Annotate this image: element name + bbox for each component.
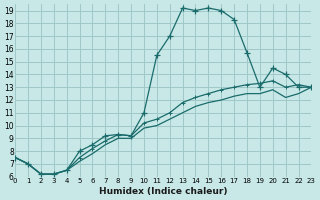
X-axis label: Humidex (Indice chaleur): Humidex (Indice chaleur) [99,187,228,196]
